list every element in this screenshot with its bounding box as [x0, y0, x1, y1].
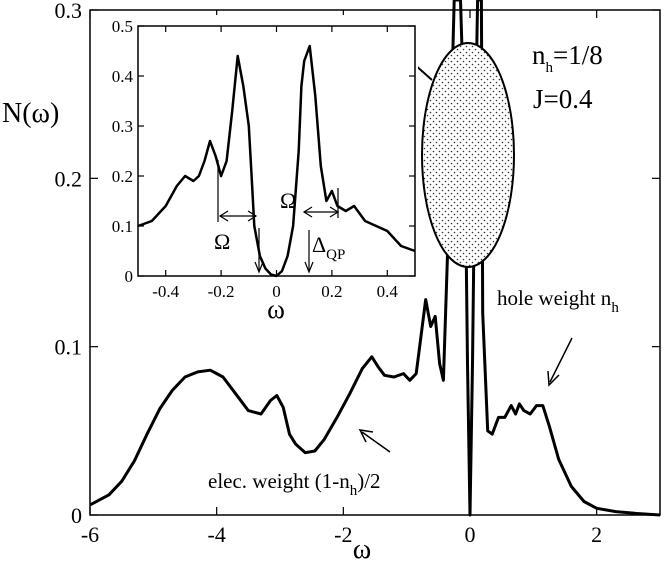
main-x-tick-label: 2 — [591, 522, 602, 547]
hole-density-subscript: h — [546, 60, 554, 76]
inset-y-tick-label: 0 — [125, 267, 134, 286]
inset-y-tick-label: 0.1 — [112, 217, 133, 236]
hole-weight-text: hole weight n — [497, 286, 612, 310]
hole-density-n: n — [532, 40, 546, 70]
inset-x-tick-label: 0.2 — [321, 282, 342, 301]
main-series — [89, 0, 661, 517]
main-x-tick-label: -4 — [208, 522, 226, 547]
elec-weight-arrow-line — [361, 431, 391, 453]
inset-y-tick-label: 0.5 — [112, 17, 133, 36]
omega-right-label: Ω — [280, 188, 296, 213]
main-x-tick-label: 0 — [465, 522, 476, 547]
hole-weight-subscript: h — [611, 300, 619, 316]
elec-weight-arrowhead — [358, 429, 374, 443]
gap-right-arrowhead — [304, 261, 314, 274]
inset-y-tick-label: 0.3 — [112, 117, 133, 136]
omega-left-label: Ω — [214, 229, 230, 254]
elec-weight-subscript: h — [350, 483, 358, 499]
main-plot-frame — [89, 9, 661, 516]
inset-series — [137, 44, 416, 278]
hole-weight-label: hole weight nh — [497, 286, 619, 316]
main-x-tick-label: -6 — [81, 522, 99, 547]
delta-subscript: QP — [326, 247, 345, 263]
elec-weight-suffix: )/2 — [357, 469, 380, 493]
exchange-coupling-label: J=0.4 — [533, 84, 593, 114]
inset-background — [118, 15, 418, 293]
inset-series-line — [137, 44, 416, 278]
main-x-tick-label: -2 — [334, 522, 352, 547]
main-y-tick-label: 0.3 — [55, 0, 83, 23]
omega-right-arrowhead-left — [302, 206, 313, 218]
inset-y-tick-label: 0.2 — [112, 167, 133, 186]
main-y-axis-title: N(ω) — [2, 98, 59, 129]
main-y-tick-label: 0.2 — [55, 166, 83, 191]
main-series-line — [89, 0, 661, 517]
omega-left-arrowhead-right — [247, 210, 258, 222]
delta-symbol: Δ — [312, 232, 326, 257]
inset-y-tick-label: 0.4 — [112, 67, 134, 86]
hole-density-label: nh=1/8 — [532, 40, 603, 76]
inset-ticks: -0.4 -0.2 0 0.2 0.4 0 0.1 0.2 0.3 0.4 0.5 — [112, 17, 415, 301]
main-y-tick-label: 0 — [71, 503, 82, 528]
hole-density-value: =1/8 — [553, 40, 603, 70]
gap-left-arrowhead — [254, 261, 264, 274]
inset-chart: -0.4 -0.2 0 0.2 0.4 0 0.1 0.2 0.3 0.4 0.5 ω Ω Ω ΔQ… — [112, 15, 418, 324]
main-chart: -6 -4 -2 0 2 0 0.1 0.2 0.3 — [55, 0, 661, 547]
main-x-axis-title: ω — [353, 534, 371, 565]
elec-weight-label: elec. weight (1-nh)/2 — [208, 469, 381, 499]
omega-right-arrowhead-right — [329, 206, 340, 218]
omega-left-arrowhead-left — [218, 210, 229, 222]
inset-x-tick-label: -0.2 — [208, 282, 235, 301]
inset-x-tick-label: 0.4 — [377, 282, 399, 301]
main-y-tick-label: 0.1 — [55, 335, 83, 360]
inset-x-axis-title: ω — [267, 294, 285, 324]
inset-x-tick-label: -0.4 — [152, 282, 179, 301]
hole-weight-arrowhead — [547, 370, 560, 387]
hole-weight-arrow-line — [549, 337, 573, 383]
inset-x-tick-label: 0 — [272, 282, 281, 301]
elec-weight-text: elec. weight (1-n — [208, 469, 350, 493]
zoom-region-ellipse — [421, 42, 515, 268]
delta-qp-label: ΔQP — [312, 232, 345, 263]
